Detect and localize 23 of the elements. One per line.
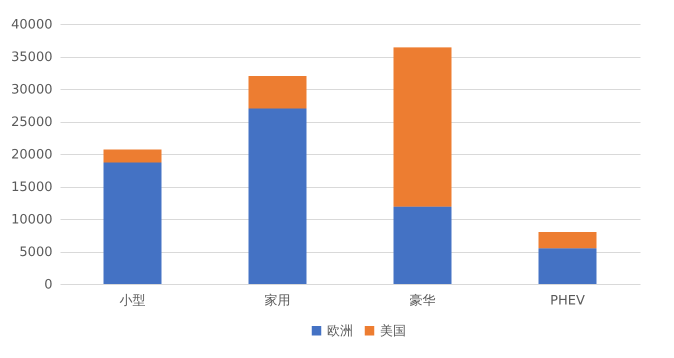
y-tick-label: 35000 [11, 50, 52, 65]
x-tick-label: PHEV [550, 294, 585, 308]
y-tick-label: 15000 [11, 180, 52, 195]
y-tick-label: 0 [44, 278, 52, 292]
bar [104, 162, 162, 284]
y-tick-label: 25000 [11, 115, 52, 130]
bar [248, 76, 306, 108]
y-tick-label: 5000 [19, 245, 52, 260]
x-tick-label: 家用 [264, 292, 290, 308]
legend-label: 美国 [380, 322, 406, 339]
x-tick-label: 小型 [120, 294, 146, 308]
bar [394, 47, 452, 207]
y-tick-label: 20000 [11, 148, 52, 162]
bar [248, 108, 306, 284]
y-tick-label: 40000 [11, 18, 52, 32]
y-tick-label: 30000 [11, 82, 52, 98]
legend-label: 欧洲 [327, 324, 353, 339]
y-tick-label: 10000 [11, 212, 52, 228]
bar [104, 149, 162, 162]
bar [538, 248, 596, 284]
x-tick-label: 豪华 [410, 294, 436, 308]
bar [538, 232, 596, 248]
bar [394, 206, 452, 284]
